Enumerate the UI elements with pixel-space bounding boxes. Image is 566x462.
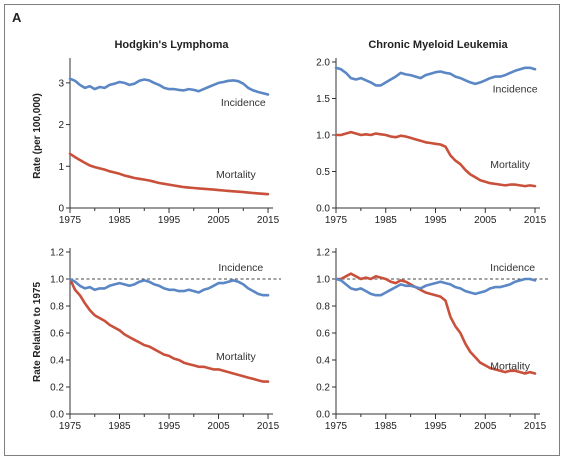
y-axis-label: Rate Relative to 1975 [32,282,43,382]
x-tick-label: 1975 [59,215,82,226]
x-tick-label: 2015 [257,421,280,432]
x-tick-label: 1975 [325,215,348,226]
series-line-mortality [334,130,537,188]
figure-frame [4,4,560,456]
chart-title: Chronic Myeloid Leukemia [368,39,508,51]
y-tick-label: 0 [58,204,64,215]
chart-hl-rate: Hodgkin's Lymphoma Rate (per 100,000) 0 1 2 3… [32,39,280,226]
x-tick-label: 1985 [108,421,131,432]
series-line-incidence [68,77,270,96]
series-line-mortality [334,272,537,375]
chart-cml-rate: Chronic Myeloid Leukemia 0.0 0.5 1.0 1.5 2.0 1… [316,39,546,226]
series-label-incidence: Incidence [493,84,538,96]
y-tick-label: 0.0 [50,410,64,421]
y-tick-label: 0.2 [316,383,330,394]
series-line-incidence [334,277,537,297]
y-tick-label: 1.0 [316,131,330,142]
x-tick-label: 1975 [325,421,348,432]
x-tick-label: 1995 [158,215,181,226]
y-tick-label: 1.2 [50,248,64,259]
y-tick-label: 0.8 [316,302,330,313]
x-tick-label: 1995 [424,215,447,226]
y-axis-label: Rate (per 100,000) [32,93,43,179]
y-tick-label: 0.6 [50,329,64,340]
y-tick-label: 1.5 [316,94,330,105]
x-tick-label: 2015 [524,421,547,432]
x-tick-label: 2005 [207,215,230,226]
x-tick-label: 2005 [474,215,497,226]
x-tick-label: 1985 [108,215,131,226]
y-tick-label: 1.2 [316,248,330,259]
y-tick-label: 0.4 [50,356,64,367]
x-tick-label: 1995 [424,421,447,432]
y-tick-label: 0.4 [316,356,330,367]
series-line-incidence [334,66,537,87]
chart-title: Hodgkin's Lymphoma [114,39,229,51]
series-line-mortality [68,152,270,196]
series-label-incidence: Incidence [218,262,263,274]
x-tick-label: 1985 [375,421,398,432]
y-tick-label: 0.0 [316,410,330,421]
y-tick-label: 0.6 [316,329,330,340]
series-label-incidence: Incidence [490,262,535,274]
x-tick-label: 1985 [375,215,398,226]
chart-hl-relative: Rate Relative to 1975 0.0 0.2 0.4 0.6 0.8 1.0 1… [32,248,281,432]
x-tick-label: 1975 [59,421,82,432]
series-line-mortality [68,277,270,383]
y-tick-label: 2.0 [316,58,330,69]
x-tick-label: 2015 [257,215,280,226]
series-label-incidence: Incidence [221,97,266,109]
y-tick-label: 0.8 [50,302,64,313]
x-tick-label: 1995 [158,421,181,432]
y-tick-label: 0.0 [316,204,330,215]
y-tick-label: 0.5 [316,167,330,178]
series-label-mortality: Mortality [490,159,530,171]
y-tick-label: 0.2 [50,383,64,394]
y-tick-label: 3 [58,78,64,89]
x-tick-label: 2005 [474,421,497,432]
panel-label: A [12,10,22,25]
x-tick-label: 2015 [524,215,547,226]
chart-cml-relative: 0.0 0.2 0.4 0.6 0.8 1.0 1.2 1975 1985 1995 2005 201… [316,248,548,432]
y-tick-label: 1.0 [316,275,330,286]
y-tick-label: 1 [58,162,64,173]
y-tick-label: 2 [58,120,64,131]
y-tick-label: 1.0 [50,275,64,286]
x-tick-label: 2005 [207,421,230,432]
series-line-incidence [68,277,270,297]
series-label-mortality: Mortality [490,360,530,372]
series-label-mortality: Mortality [216,351,256,363]
series-label-mortality: Mortality [216,169,256,181]
